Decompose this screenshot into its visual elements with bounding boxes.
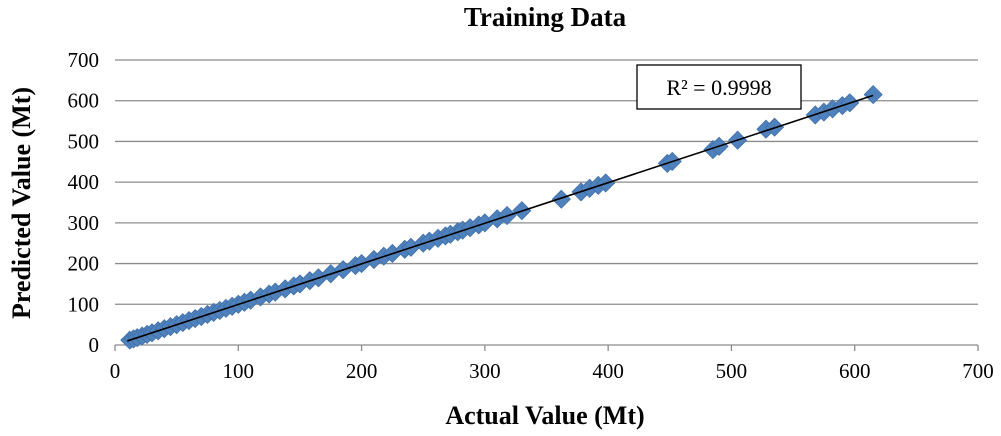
y-tick-label: 0 [89,333,100,357]
axes [114,344,979,351]
y-tick-label: 700 [68,48,100,72]
y-tick-label: 600 [68,89,100,113]
trendline-line [127,94,874,342]
x-tick-label: 700 [962,359,994,383]
r-squared-annotation: R² = 0.9998 [636,64,802,110]
data-point [551,189,571,209]
y-tick-label: 300 [68,211,100,235]
data-point [863,85,883,105]
r-squared-box [636,64,802,110]
chart-title: Training Data [464,2,627,32]
x-tick-label: 300 [469,359,501,383]
x-tick-label: 100 [223,359,255,383]
r-squared-label: R² = 0.9998 [666,75,771,100]
x-tick-label: 0 [110,359,121,383]
y-tick-label: 400 [68,170,100,194]
x-axis-title: Actual Value (Mt) [445,401,644,430]
tick-labels: 0 100 200 300 400 500 600 700 0 100 200 300 400 500 60… [68,48,994,383]
x-tick-label: 500 [716,359,748,383]
y-tick-label: 500 [68,129,100,153]
y-tick-label: 100 [68,292,100,316]
data-points [120,85,883,350]
x-tick-label: 600 [839,359,871,383]
y-axis-title: Predicted Value (Mt) [7,87,36,319]
x-tick-label: 200 [346,359,378,383]
x-tick-label: 400 [592,359,624,383]
trendline [127,94,874,342]
y-tick-label: 200 [68,252,100,276]
grid-lines [115,59,978,305]
